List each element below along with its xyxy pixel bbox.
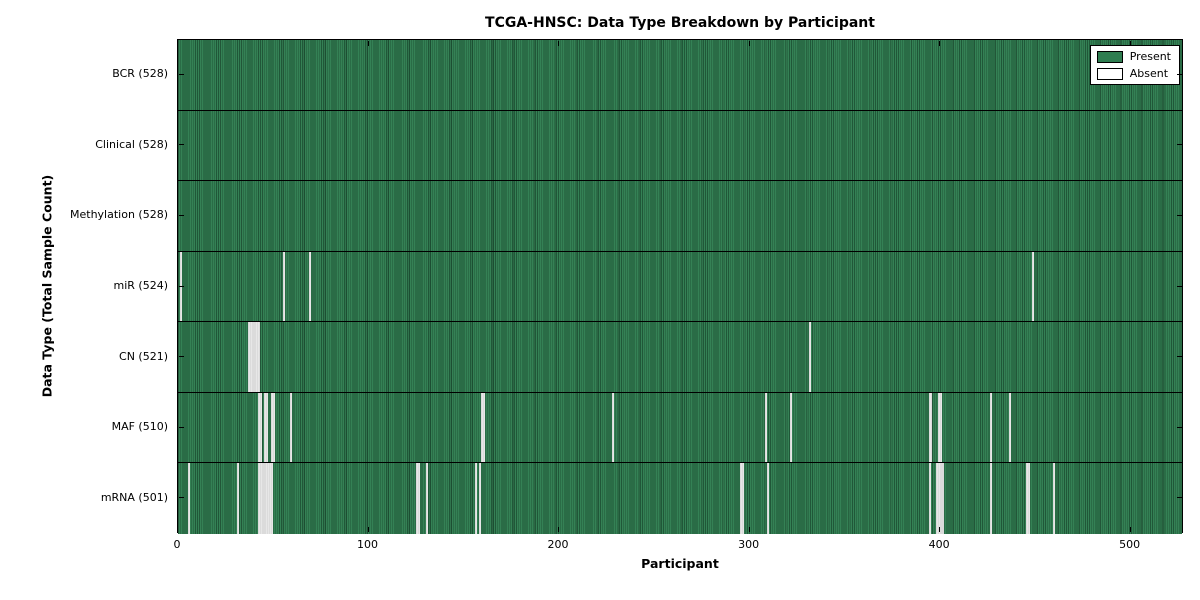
- absent-stripe: [766, 463, 769, 534]
- row-band-Methylation: [178, 181, 1182, 252]
- legend-label: Present: [1129, 50, 1171, 63]
- absent-stripe: [282, 251, 285, 322]
- absent-stripe: [479, 463, 482, 534]
- row-label-Methylation: Methylation (528): [70, 208, 168, 222]
- x-tick-label: 100: [357, 538, 379, 551]
- x-tick: [558, 526, 560, 532]
- row-label-MAF: MAF (510): [111, 420, 168, 434]
- legend-item-present: Present: [1096, 50, 1171, 63]
- x-tick: [177, 526, 178, 532]
- x-tick-label: 500: [1119, 538, 1141, 551]
- row-band-MAF: [178, 392, 1182, 464]
- x-tick-label: 300: [738, 538, 760, 551]
- y-tick: [178, 426, 184, 428]
- absent-stripe: [764, 392, 767, 463]
- x-tick-label: 200: [547, 538, 569, 551]
- x-tick: [1129, 40, 1131, 46]
- absent-stripe: [258, 392, 262, 463]
- x-tick: [748, 40, 750, 46]
- absent-stripe: [1008, 392, 1011, 463]
- x-tick: [177, 40, 178, 46]
- plot-area: [177, 39, 1183, 534]
- row-band-Clinical: [178, 110, 1182, 182]
- absent-stripe: [258, 463, 274, 534]
- row-label-BCR: BCR (528): [112, 67, 168, 81]
- x-tick: [939, 526, 941, 532]
- y-tick: [1176, 73, 1182, 75]
- y-tick: [178, 214, 184, 216]
- y-tick: [178, 73, 184, 75]
- y-tick: [178, 144, 184, 146]
- absent-stripe: [989, 463, 992, 534]
- absent-stripe: [263, 392, 268, 463]
- absent-stripe: [309, 251, 312, 322]
- absent-stripe: [187, 463, 190, 534]
- legend-swatch-absent: [1096, 67, 1123, 80]
- absent-stripe: [928, 463, 931, 534]
- absent-stripe: [938, 392, 942, 463]
- absent-stripe: [248, 322, 260, 392]
- absent-stripe: [475, 463, 478, 534]
- absent-stripe: [928, 392, 933, 463]
- absent-stripe: [612, 392, 615, 463]
- chart-title: TCGA-HNSC: Data Type Breakdown by Partic…: [485, 15, 875, 31]
- absent-stripe: [808, 322, 811, 392]
- legend-swatch-present: [1096, 50, 1123, 63]
- absent-stripe: [290, 392, 293, 463]
- row-band-BCR: [178, 40, 1182, 111]
- y-tick: [1176, 356, 1182, 358]
- y-tick: [1176, 426, 1182, 428]
- absent-stripe: [425, 463, 428, 534]
- x-tick: [367, 40, 369, 46]
- row-band-mRNA: [178, 463, 1182, 534]
- absent-stripe: [1031, 251, 1034, 322]
- x-tick: [939, 40, 941, 46]
- x-axis-label: Participant: [641, 556, 719, 571]
- absent-stripe: [936, 463, 944, 534]
- absent-stripe: [989, 392, 992, 463]
- y-tick: [178, 285, 184, 287]
- y-tick: [1176, 285, 1182, 287]
- absent-stripe: [480, 392, 485, 463]
- y-tick: [178, 497, 184, 499]
- x-tick: [1129, 526, 1131, 532]
- x-tick: [558, 40, 560, 46]
- row-label-mRNA: mRNA (501): [100, 490, 168, 504]
- y-tick: [1176, 214, 1182, 216]
- y-tick: [178, 356, 184, 358]
- x-tick: [748, 526, 750, 532]
- legend: Present Absent: [1089, 45, 1180, 85]
- y-tick: [1176, 497, 1182, 499]
- row-label-Clinical: Clinical (528): [95, 137, 168, 151]
- absent-stripe: [271, 392, 276, 463]
- row-band-CN: [178, 322, 1182, 393]
- x-tick: [367, 526, 369, 532]
- row-band-miR: [178, 251, 1182, 323]
- absent-stripe: [1052, 463, 1055, 534]
- legend-item-absent: Absent: [1096, 67, 1171, 80]
- absent-stripe: [1025, 463, 1030, 534]
- row-label-miR: miR (524): [113, 279, 169, 292]
- y-tick: [1176, 144, 1182, 146]
- absent-stripe: [237, 463, 240, 534]
- absent-stripe: [740, 463, 744, 534]
- x-tick-label: 400: [928, 538, 950, 551]
- absent-stripe: [416, 463, 420, 534]
- absent-stripe: [789, 392, 792, 463]
- x-tick-label: 0: [173, 538, 181, 551]
- row-label-CN: CN (521): [119, 349, 168, 363]
- legend-label: Absent: [1129, 67, 1169, 80]
